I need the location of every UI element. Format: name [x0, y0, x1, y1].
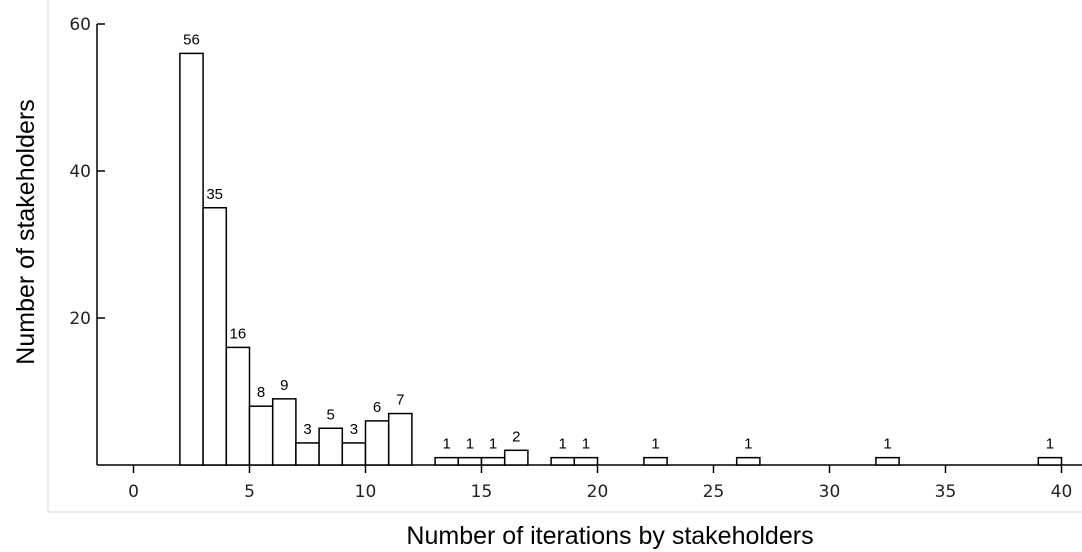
bar-value-label: 1	[443, 436, 451, 453]
bar-value-label: 1	[559, 436, 567, 453]
histogram-bar	[735, 456, 761, 466]
histogram-bar	[875, 456, 900, 466]
x-tick-label: 25	[703, 482, 725, 502]
bar-value-label: 1	[582, 436, 590, 453]
y-axis-ticks: 20 40 60	[69, 15, 105, 329]
x-tick-label: 30	[819, 482, 841, 502]
bar-value-label: 8	[257, 384, 265, 401]
bar-value-label: 1	[1046, 436, 1054, 453]
x-axis-title: Number of iterations by stakeholders	[406, 522, 813, 550]
histogram-bar	[364, 420, 390, 466]
bar-value-label: 7	[396, 392, 404, 409]
histogram-bar	[225, 346, 251, 466]
bar-value-label: 1	[466, 436, 474, 453]
x-tick-label: 0	[128, 482, 139, 502]
histogram-bar	[550, 456, 576, 466]
bar-value-label: 5	[327, 406, 335, 423]
x-tick-label: 15	[471, 482, 493, 502]
bar-value-label: 3	[303, 421, 311, 438]
x-tick-label: 10	[355, 482, 377, 502]
histogram-bar	[318, 427, 344, 466]
bar-value-label: 16	[230, 325, 247, 342]
bar-value-label: 1	[489, 436, 497, 453]
bar-value-label: 2	[512, 428, 520, 445]
bars	[179, 52, 1063, 466]
y-tick-label: 20	[69, 309, 91, 329]
bar-value-label: 1	[744, 436, 752, 453]
bar-value-label: 1	[883, 436, 891, 453]
y-tick-label: 40	[69, 162, 91, 182]
bar-value-label: 1	[651, 436, 659, 453]
histogram-bar	[503, 449, 529, 466]
x-tick-label: 20	[587, 482, 609, 502]
histogram-bar	[1037, 456, 1063, 466]
x-tick-label: 35	[935, 482, 957, 502]
histogram-bar	[179, 52, 204, 466]
x-axis-ticks: 0 5 10 15 20 25 30 35 40	[128, 465, 1072, 502]
y-axis-title: Number of stakeholders	[12, 99, 40, 364]
histogram-bar	[573, 456, 599, 466]
x-tick-label: 40	[1051, 482, 1073, 502]
histogram-bar	[271, 398, 297, 466]
y-tick-label: 60	[69, 15, 91, 35]
bar-value-label: 6	[373, 399, 381, 416]
histogram-bar	[434, 456, 460, 466]
histogram-bar	[248, 405, 274, 466]
histogram-bar	[480, 456, 506, 466]
histogram-bar	[295, 442, 320, 466]
histogram-bar	[457, 456, 483, 466]
x-tick-label: 5	[244, 482, 255, 502]
bar-value-label: 3	[350, 421, 358, 438]
histogram-bar	[202, 207, 228, 466]
bar-value-label: 35	[206, 186, 223, 203]
bar-value-label: 9	[280, 377, 288, 394]
histogram-bar	[341, 442, 367, 466]
histogram-bar	[387, 412, 413, 466]
bar-value-label: 56	[183, 31, 200, 48]
histogram-bar	[643, 456, 668, 466]
